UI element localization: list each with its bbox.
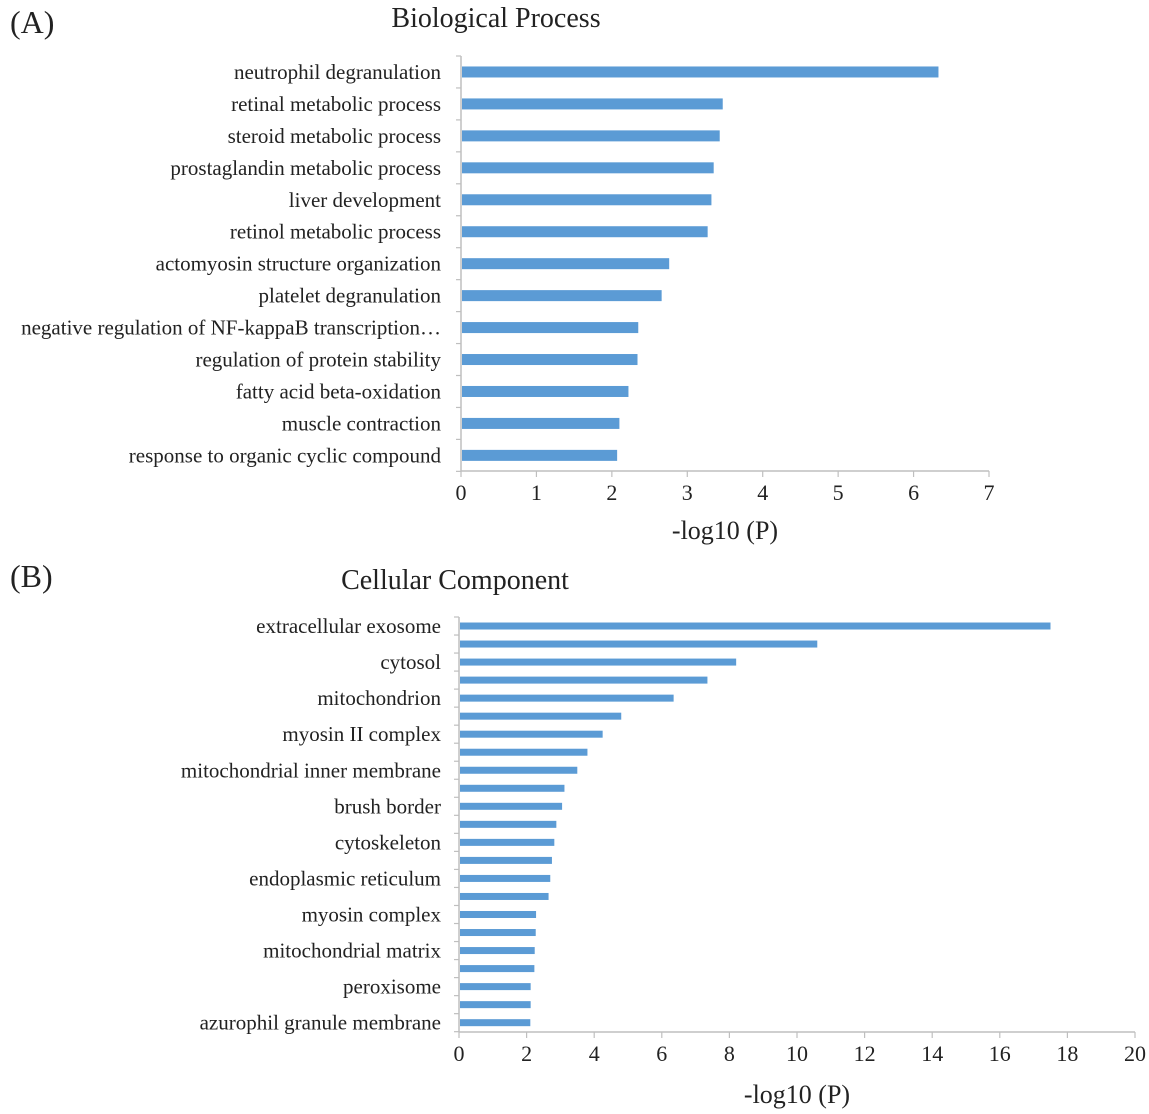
panel-a-bar: [462, 290, 662, 302]
panel-b-xlabel: -log10 (P): [744, 1080, 850, 1109]
panel-a-label: (A): [10, 4, 54, 40]
panel-a-category-label: regulation of protein stability: [195, 348, 441, 372]
panel-a-category-label: prostaglandin metabolic process: [170, 156, 441, 180]
panel-a-xlabel: -log10 (P): [672, 516, 778, 545]
panel-a-title: Biological Process: [391, 3, 600, 34]
panel-a-bar: [462, 130, 720, 142]
panel-a-bar: [462, 226, 708, 238]
panel-b-bar: [460, 1019, 531, 1027]
panel-a-x-tick-label: 7: [984, 480, 995, 505]
panel-b-category-label: peroxisome: [343, 975, 441, 999]
panel-b-bar: [460, 712, 622, 720]
panel-a-x-tick-label: 0: [456, 480, 467, 505]
panel-b-x-tick-label: 2: [521, 1041, 532, 1066]
panel-b-bar: [460, 910, 537, 918]
panel-a-bar: [462, 322, 639, 334]
panel-a-bar: [462, 354, 638, 366]
panel-a-category-label: response to organic cyclic compound: [129, 443, 442, 467]
panel-a-x-tick-label: 6: [908, 480, 919, 505]
panel-a-bar: [462, 162, 714, 174]
panel-b-bar: [460, 947, 535, 955]
panel-a-category-label: neutrophil degranulation: [234, 60, 442, 84]
panel-a-category-label: actomyosin structure organization: [156, 252, 442, 276]
panel-b-bar: [460, 640, 818, 648]
panel-b-category-label: cytosol: [380, 650, 441, 674]
panel-b-category-label: myosin II complex: [282, 722, 441, 746]
panel-b-x-tick-label: 20: [1124, 1041, 1146, 1066]
panel-b-plot: 0 2 4 6 8 10 12 14 16 18 20 extracellular exosome cy…: [181, 614, 1146, 1066]
panel-b-x-tick-label: 14: [921, 1041, 943, 1066]
panel-a-plot: 0 1 2 3 4 5 6 7 neutrophil degranulation retinal …: [21, 55, 995, 505]
panel-b-bar: [460, 929, 536, 937]
panel-b-x-tick-label: 6: [656, 1041, 667, 1066]
panel-b-label: (B): [10, 558, 53, 594]
panel-b-bar: [460, 676, 708, 684]
panel-a-category-label: muscle contraction: [282, 411, 442, 435]
panel-b-bar: [460, 965, 535, 973]
panel-a-category-label: retinol metabolic process: [230, 220, 441, 244]
panel-a-bar: [462, 449, 618, 461]
panel-a-bar: [462, 385, 629, 397]
panel-b-bar: [460, 622, 1051, 630]
panel-b-category-label: myosin complex: [302, 902, 442, 926]
panel-b-bar: [460, 856, 552, 864]
panel-a-bar: [462, 98, 723, 110]
panel-b-bar: [460, 766, 578, 774]
panel-b-x-tick-label: 18: [1056, 1041, 1078, 1066]
panel-b-x-tick-label: 4: [589, 1041, 600, 1066]
panel-a-bar: [462, 66, 939, 78]
panel-b-bar: [460, 730, 603, 738]
panel-a-category-label: liver development: [289, 188, 441, 212]
panel-b-bar: [460, 658, 737, 666]
panel-b-category-label: azurophil granule membrane: [200, 1011, 441, 1035]
panel-b-category-label: mitochondrion: [317, 686, 441, 710]
panel-a-x-tick-label: 3: [682, 480, 693, 505]
panel-b-bar: [460, 892, 549, 900]
panel-b-bar: [460, 802, 563, 810]
panel-b-x-tick-label: 16: [989, 1041, 1011, 1066]
panel-a-x-tick-label: 2: [606, 480, 617, 505]
panel-a-bar: [462, 417, 620, 429]
panel-a-x-tick-label: 4: [757, 480, 768, 505]
panel-b-title: Cellular Component: [341, 565, 569, 596]
panel-b-bar: [460, 983, 531, 991]
panel-b-bar: [460, 838, 555, 846]
panel-a-x-tick-label: 5: [833, 480, 844, 505]
panel-a-bar: [462, 258, 670, 270]
panel-b-x-tick-label: 10: [786, 1041, 808, 1066]
panel-b-bar: [460, 694, 674, 702]
panel-b-x-tick-label: 0: [454, 1041, 465, 1066]
panel-b-x-tick-label: 8: [724, 1041, 735, 1066]
panel-b-category-label: endoplasmic reticulum: [249, 866, 441, 890]
panel-b-category-label: cytoskeleton: [335, 830, 442, 854]
panel-b-bar: [460, 820, 557, 828]
panel-a-category-label: platelet degranulation: [258, 284, 441, 308]
panel-b-category-label: extracellular exosome: [256, 614, 441, 638]
panel-b-category-label: mitochondrial matrix: [263, 939, 441, 963]
panel-b-bar: [460, 874, 551, 882]
panel-b-category-label: mitochondrial inner membrane: [181, 758, 441, 782]
panel-b-bar: [460, 748, 588, 756]
panel-a-x-tick-label: 1: [531, 480, 542, 505]
panel-b-bar: [460, 1001, 531, 1009]
panel-a-category-label: negative regulation of NF-kappaB transcr…: [21, 316, 441, 340]
panel-a-category-label: fatty acid beta-oxidation: [236, 379, 442, 403]
panel-a-category-label: steroid metabolic process: [228, 124, 441, 148]
panel-b-bar: [460, 784, 565, 792]
panel-b-category-label: brush border: [334, 794, 441, 818]
panel-a-bar: [462, 194, 712, 206]
panel-a-category-label: retinal metabolic process: [231, 92, 441, 116]
panel-b-x-tick-label: 12: [854, 1041, 876, 1066]
